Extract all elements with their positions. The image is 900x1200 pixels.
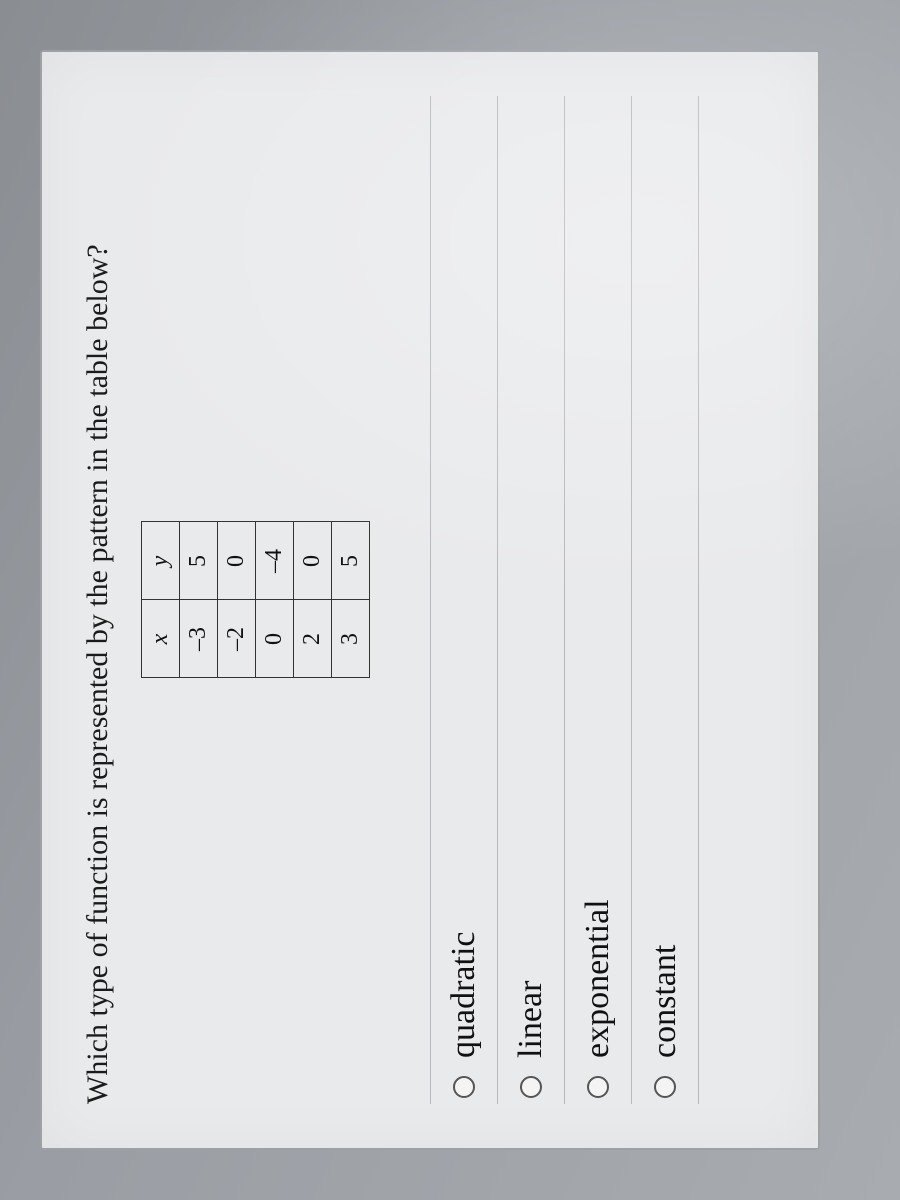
table-row: 3 5 xyxy=(331,522,369,678)
radio-icon[interactable] xyxy=(587,1076,609,1098)
option-label: linear xyxy=(514,981,548,1058)
table-row: 0 –4 xyxy=(255,522,293,678)
question-card: Which type of function is represented by… xyxy=(40,50,820,1150)
table-header-row: x y xyxy=(141,522,179,678)
option-exponential[interactable]: exponential xyxy=(565,96,632,1104)
option-constant[interactable]: constant xyxy=(632,96,699,1104)
cell-x: 0 xyxy=(255,600,293,678)
table-row: –3 5 xyxy=(179,522,217,678)
options-list: quadratic linear exponential constant xyxy=(430,96,699,1104)
radio-icon[interactable] xyxy=(453,1076,475,1098)
cell-x: 2 xyxy=(293,600,331,678)
cell-y: 0 xyxy=(217,522,255,600)
col-header-y: y xyxy=(141,522,179,600)
cell-x: –2 xyxy=(217,600,255,678)
radio-icon[interactable] xyxy=(654,1076,676,1098)
option-quadratic[interactable]: quadratic xyxy=(430,96,498,1104)
option-linear[interactable]: linear xyxy=(498,96,565,1104)
cell-x: –3 xyxy=(179,600,217,678)
table-row: 2 0 xyxy=(293,522,331,678)
option-label: exponential xyxy=(581,899,615,1058)
option-label: constant xyxy=(648,945,682,1058)
cell-y: 5 xyxy=(179,522,217,600)
cell-x: 3 xyxy=(331,600,369,678)
col-header-x: x xyxy=(141,600,179,678)
radio-icon[interactable] xyxy=(520,1076,542,1098)
option-label: quadratic xyxy=(447,932,481,1059)
cell-y: 0 xyxy=(293,522,331,600)
cell-y: 5 xyxy=(331,522,369,600)
cell-y: –4 xyxy=(255,522,293,600)
table-row: –2 0 xyxy=(217,522,255,678)
question-text: Which type of function is represented by… xyxy=(78,96,119,1104)
data-table: x y –3 5 –2 0 0 –4 2 0 xyxy=(141,522,370,679)
